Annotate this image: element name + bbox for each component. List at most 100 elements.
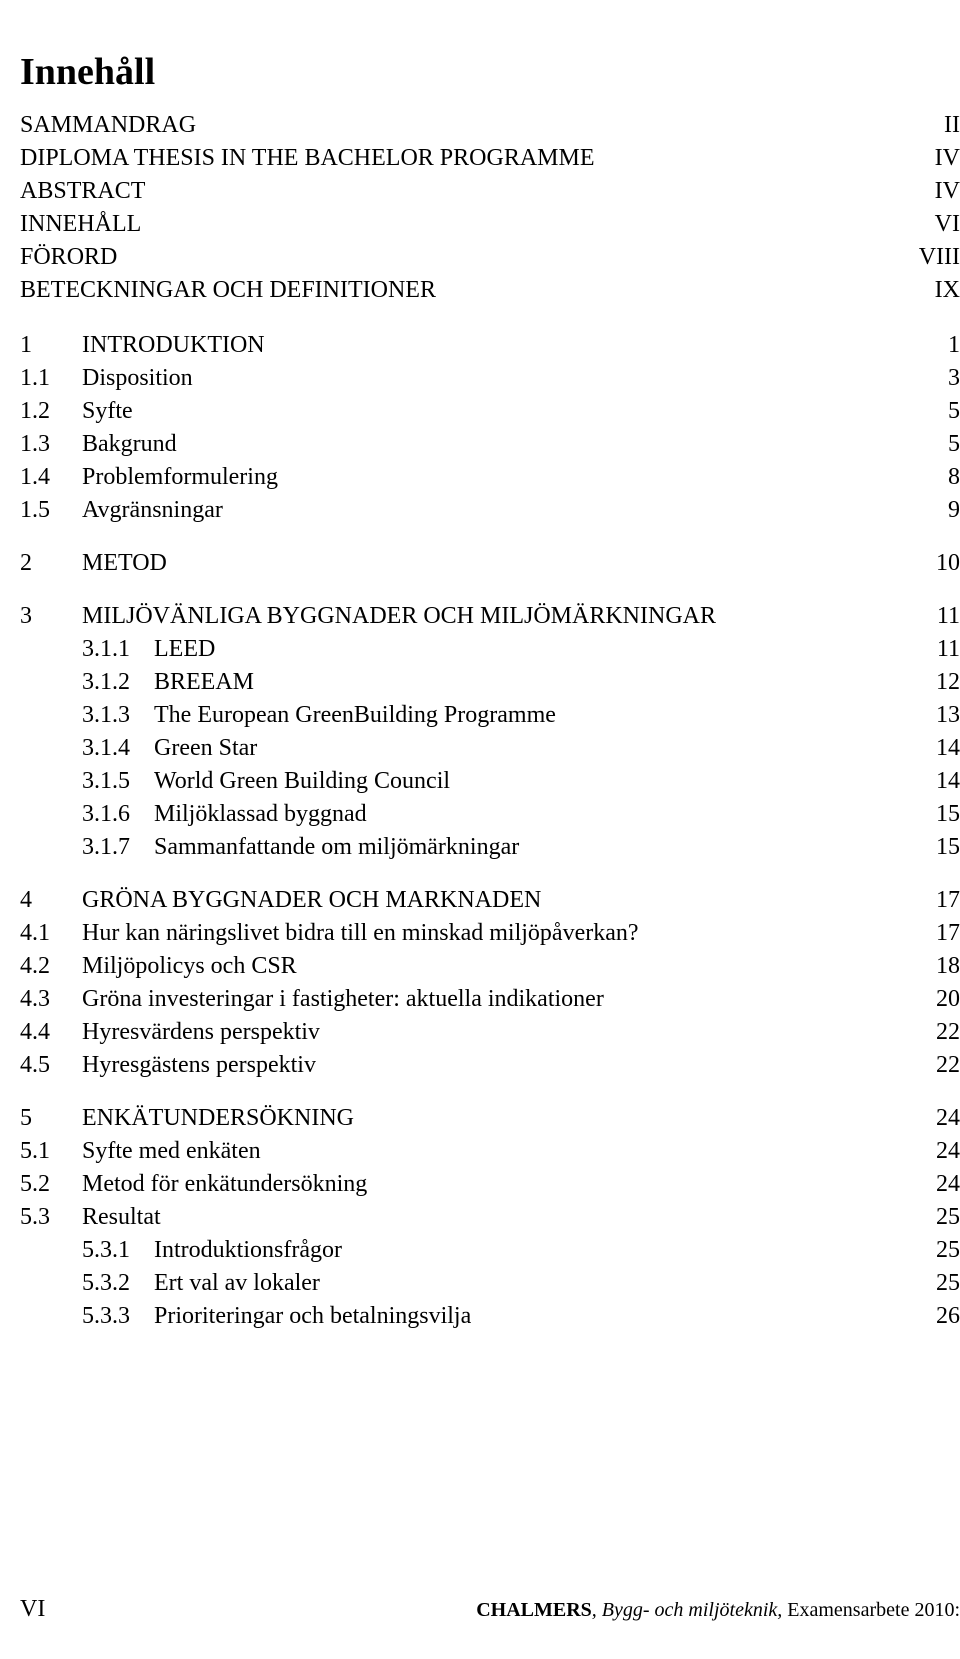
fm-row: FÖRORD VIII (20, 244, 960, 271)
subsection-number: 3.1.3 (82, 702, 154, 729)
fm-label: INNEHÅLL (20, 211, 900, 238)
chapter-number: 1 (20, 332, 82, 359)
section-row: 4.1 Hur kan näringslivet bidra till en m… (20, 920, 960, 947)
section-number: 4.3 (20, 986, 82, 1013)
section-label: Gröna investeringar i fastigheter: aktue… (82, 986, 900, 1013)
subsection-page: 25 (900, 1270, 960, 1297)
subsection-number: 3.1.5 (82, 768, 154, 795)
chapter-group: 4 GRÖNA BYGGNADER OCH MARKNADEN 17 4.1 H… (20, 887, 960, 1079)
section-row: 1.2 Syfte 5 (20, 398, 960, 425)
subsection-number: 3.1.6 (82, 801, 154, 828)
section-number: 1.4 (20, 464, 82, 491)
section-row: 4.5 Hyresgästens perspektiv 22 (20, 1052, 960, 1079)
subsection-row: 3.1.3 The European GreenBuilding Program… (20, 702, 960, 729)
section-label: Resultat (82, 1204, 900, 1231)
subsection-page: 12 (900, 669, 960, 696)
fm-row: INNEHÅLL VI (20, 211, 960, 238)
subsection-row: 5.3.2 Ert val av lokaler 25 (20, 1270, 960, 1297)
section-number: 4.4 (20, 1019, 82, 1046)
subsection-number: 5.3.2 (82, 1270, 154, 1297)
subsection-row: 5.3.3 Prioriteringar och betalningsvilja… (20, 1303, 960, 1330)
chapter-group: 5 ENKÄTUNDERSÖKNING 24 5.1 Syfte med enk… (20, 1105, 960, 1330)
chapter-page: 11 (900, 603, 960, 630)
section-page: 24 (900, 1171, 960, 1198)
chapter-page: 10 (900, 550, 960, 577)
subsection-page: 11 (900, 636, 960, 663)
fm-label: DIPLOMA THESIS IN THE BACHELOR PROGRAMME (20, 145, 900, 172)
subsection-label: World Green Building Council (154, 768, 900, 795)
section-label: Avgränsningar (82, 497, 900, 524)
fm-label: FÖRORD (20, 244, 900, 271)
subsection-label: Green Star (154, 735, 900, 762)
chapter-group: 1 INTRODUKTION 1 1.1 Disposition 3 1.2 S… (20, 332, 960, 524)
section-page: 18 (900, 953, 960, 980)
section-label: Syfte (82, 398, 900, 425)
spacer (20, 801, 82, 828)
chapter-row: 2 METOD 10 (20, 550, 960, 577)
subsection-number: 5.3.1 (82, 1237, 154, 1264)
chapter-label: MILJÖVÄNLIGA BYGGNADER OCH MILJÖMÄRKNING… (82, 603, 900, 630)
section-number: 5.3 (20, 1204, 82, 1231)
section-row: 1.4 Problemformulering 8 (20, 464, 960, 491)
chapter-page: 17 (900, 887, 960, 914)
section-label: Metod för enkätundersökning (82, 1171, 900, 1198)
spacer (20, 834, 82, 861)
subsection-number: 3.1.4 (82, 735, 154, 762)
section-number: 4.2 (20, 953, 82, 980)
section-number: 1.5 (20, 497, 82, 524)
fm-row: ABSTRACT IV (20, 178, 960, 205)
section-label: Miljöpolicys och CSR (82, 953, 900, 980)
footer-page-number: VI (20, 1596, 45, 1623)
footer-source-bold: CHALMERS (476, 1599, 592, 1621)
section-label: Syfte med enkäten (82, 1138, 900, 1165)
section-label: Disposition (82, 365, 900, 392)
section-row: 4.4 Hyresvärdens perspektiv 22 (20, 1019, 960, 1046)
spacer (20, 1270, 82, 1297)
fm-label: SAMMANDRAG (20, 112, 900, 139)
section-row: 5.1 Syfte med enkäten 24 (20, 1138, 960, 1165)
fm-row: BETECKNINGAR OCH DEFINITIONER IX (20, 277, 960, 304)
chapter-label: INTRODUKTION (82, 332, 900, 359)
chapter-row: 1 INTRODUKTION 1 (20, 332, 960, 359)
spacer (20, 768, 82, 795)
fm-label: ABSTRACT (20, 178, 900, 205)
subsection-row: 5.3.1 Introduktionsfrågor 25 (20, 1237, 960, 1264)
chapter-number: 3 (20, 603, 82, 630)
subsection-row: 3.1.4 Green Star 14 (20, 735, 960, 762)
subsection-page: 14 (900, 735, 960, 762)
subsection-label: LEED (154, 636, 900, 663)
toc-page: Innehåll SAMMANDRAG II DIPLOMA THESIS IN… (0, 0, 960, 1659)
subsection-number: 3.1.2 (82, 669, 154, 696)
subsection-page: 14 (900, 768, 960, 795)
spacer (20, 702, 82, 729)
section-row: 1.3 Bakgrund 5 (20, 431, 960, 458)
section-number: 1.3 (20, 431, 82, 458)
subsection-row: 3.1.1 LEED 11 (20, 636, 960, 663)
chapter-label: GRÖNA BYGGNADER OCH MARKNADEN (82, 887, 900, 914)
section-label: Problemformulering (82, 464, 900, 491)
fm-label: BETECKNINGAR OCH DEFINITIONER (20, 277, 900, 304)
section-page: 25 (900, 1204, 960, 1231)
footer-source: CHALMERS, Bygg- och miljöteknik, Examens… (476, 1599, 960, 1622)
section-page: 5 (900, 398, 960, 425)
chapter-page: 1 (900, 332, 960, 359)
chapter-row: 4 GRÖNA BYGGNADER OCH MARKNADEN 17 (20, 887, 960, 914)
subsection-label: Miljöklassad byggnad (154, 801, 900, 828)
section-page: 9 (900, 497, 960, 524)
section-label: Hyresvärdens perspektiv (82, 1019, 900, 1046)
subsection-page: 25 (900, 1237, 960, 1264)
spacer (20, 1303, 82, 1330)
subsection-label: BREEAM (154, 669, 900, 696)
chapter-label: ENKÄTUNDERSÖKNING (82, 1105, 900, 1132)
spacer (20, 636, 82, 663)
section-page: 8 (900, 464, 960, 491)
subsection-label: Sammanfattande om miljömärkningar (154, 834, 900, 861)
chapter-label: METOD (82, 550, 900, 577)
section-page: 20 (900, 986, 960, 1013)
section-row: 5.2 Metod för enkätundersökning 24 (20, 1171, 960, 1198)
subsection-number: 3.1.7 (82, 834, 154, 861)
spacer (20, 1237, 82, 1264)
subsection-page: 13 (900, 702, 960, 729)
subsection-row: 3.1.5 World Green Building Council 14 (20, 768, 960, 795)
subsection-row: 3.1.7 Sammanfattande om miljömärkningar … (20, 834, 960, 861)
